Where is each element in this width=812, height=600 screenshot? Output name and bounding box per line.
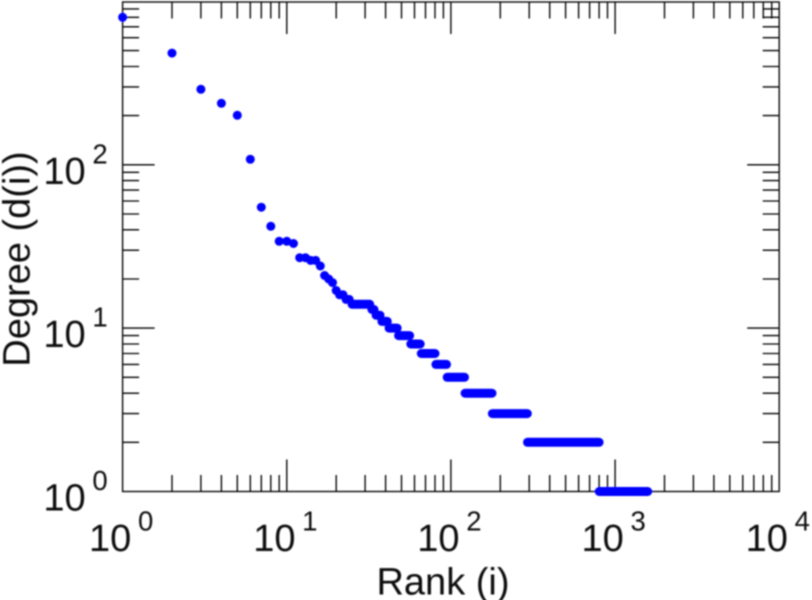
svg-text:Degree (d(i)): Degree (d(i)) [0,151,39,366]
svg-text:104: 10 4 [746,505,810,559]
svg-text:101: 10 1 [253,505,317,559]
svg-text:102: 10 2 [43,138,107,192]
svg-text:100: 10 0 [89,505,153,559]
svg-text:101: 10 1 [43,302,107,356]
svg-text:Rank (i): Rank (i) [376,561,509,600]
svg-text:103: 10 3 [582,505,646,559]
svg-text:102: 10 2 [417,505,481,559]
svg-text:100: 10 0 [43,465,107,519]
